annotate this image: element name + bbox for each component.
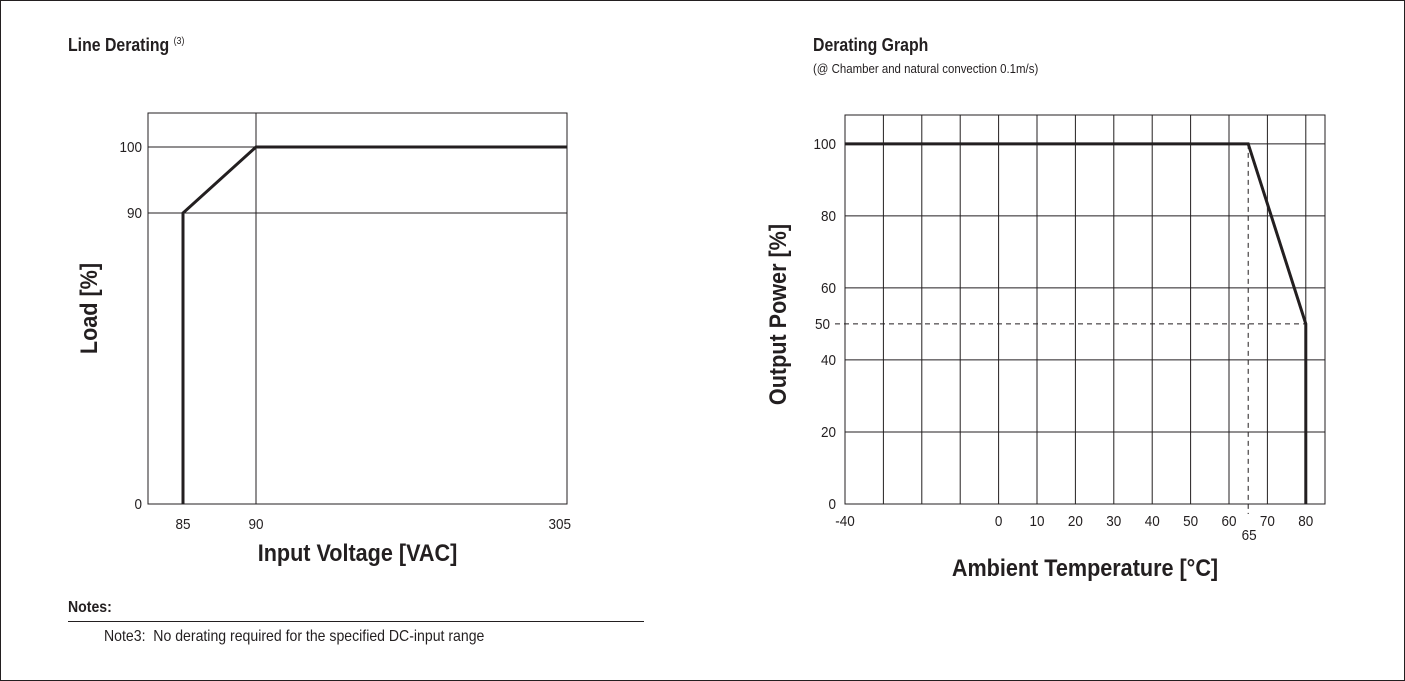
y-axis-label: Load [%] <box>75 263 102 354</box>
y-axis-label: Output Power [%] <box>764 224 791 405</box>
derating-graph-title: Derating Graph <box>813 35 929 55</box>
x-tick-label: 0 <box>995 513 1003 530</box>
derating-curve <box>845 142 1308 504</box>
note-item: Note3: No derating required for the spec… <box>104 628 484 646</box>
y-tick-label: 0 <box>828 496 836 513</box>
derating-graph-subtitle: (@ Chamber and natural convection 0.1m/s… <box>813 61 1039 76</box>
note-label: Note3: <box>104 628 146 645</box>
x-tick-label: 80 <box>1298 513 1313 530</box>
x-tick-label: -40 <box>835 513 855 530</box>
y-tick-label: 100 <box>120 139 143 156</box>
x-tick-label: 305 <box>549 516 572 533</box>
x-tick-label: 30 <box>1106 513 1121 530</box>
reference-label-y: 50 <box>815 316 830 333</box>
reference-label-x: 65 <box>1242 527 1257 544</box>
y-tick-label: 60 <box>821 280 836 297</box>
x-tick-label: 90 <box>248 516 263 533</box>
plot-area-border <box>147 112 568 505</box>
notes-divider <box>68 621 644 622</box>
title-superscript: (3) <box>173 36 185 47</box>
x-axis-label: Input Voltage [VAC] <box>258 539 458 566</box>
line-derating-title: Line Derating (3) <box>68 35 185 55</box>
y-tick-label: 20 <box>821 424 836 441</box>
notes-heading: Notes: <box>68 599 112 616</box>
plot-area-border <box>844 114 1326 505</box>
x-tick-label: 70 <box>1260 513 1275 530</box>
x-axis-label: Ambient Temperature [°C] <box>952 554 1218 581</box>
y-tick-label: 0 <box>134 496 142 513</box>
x-tick-label: 20 <box>1068 513 1083 530</box>
y-tick-label: 40 <box>821 352 836 369</box>
y-tick-label: 80 <box>821 208 836 225</box>
derating-curve <box>181 145 567 504</box>
note-text: No derating required for the specified D… <box>153 628 485 645</box>
x-tick-label: 50 <box>1183 513 1198 530</box>
x-tick-label: 40 <box>1145 513 1160 530</box>
x-tick-label: 60 <box>1221 513 1236 530</box>
x-tick-label: 10 <box>1029 513 1044 530</box>
y-tick-label: 90 <box>127 205 142 222</box>
y-tick-label: 100 <box>814 136 837 153</box>
x-tick-label: 85 <box>175 516 190 533</box>
